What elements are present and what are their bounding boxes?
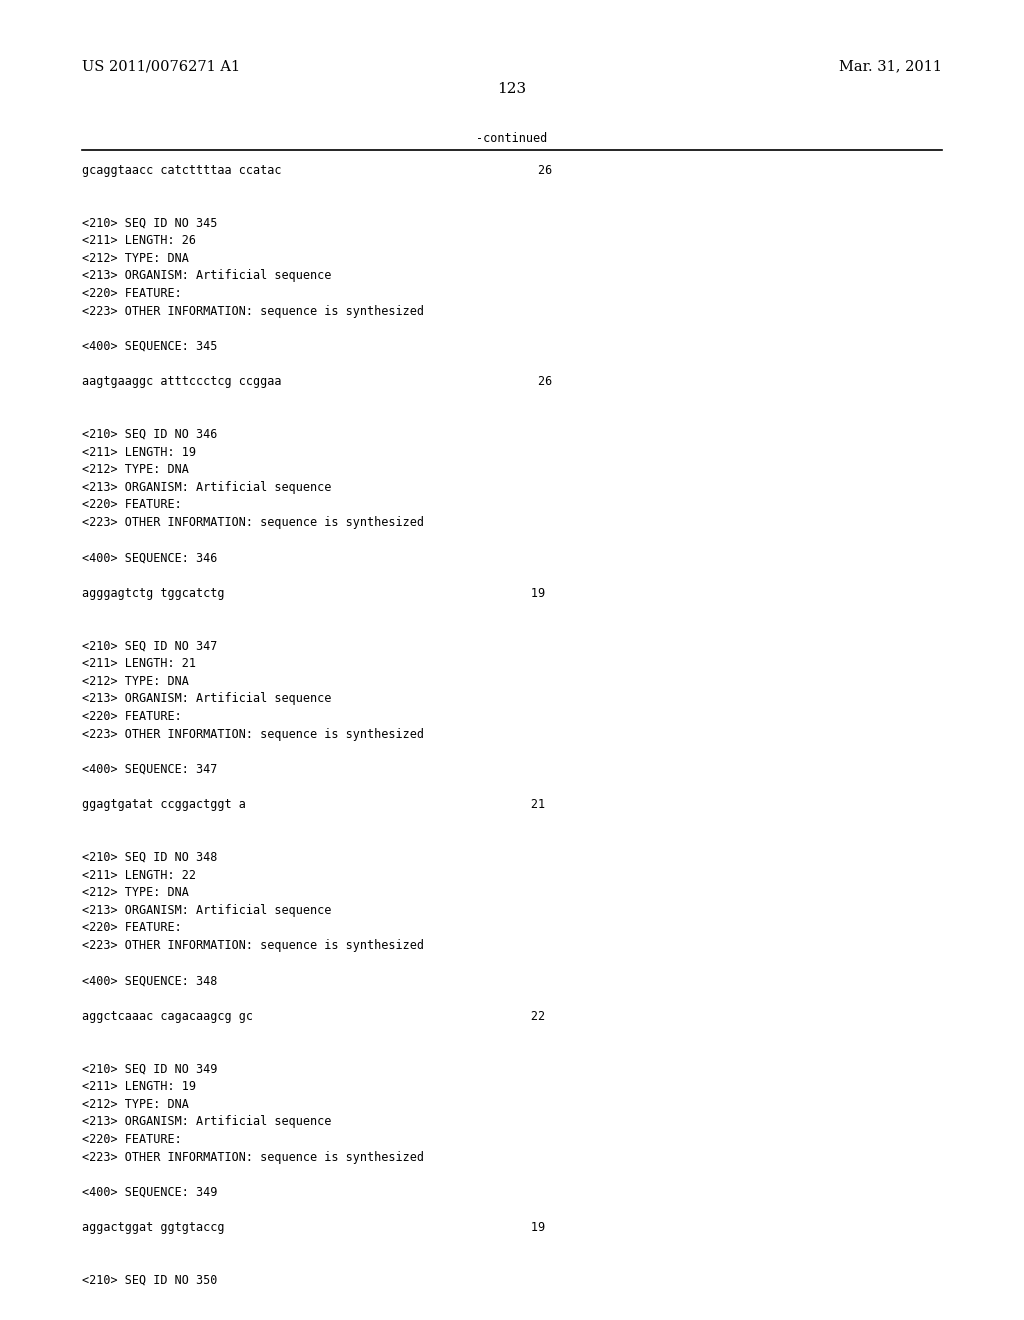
Text: US 2011/0076271 A1: US 2011/0076271 A1 (82, 59, 240, 74)
Text: <220> FEATURE:: <220> FEATURE: (82, 921, 181, 935)
Text: <210> SEQ ID NO 345: <210> SEQ ID NO 345 (82, 216, 217, 230)
Text: aggctcaaac cagacaagcg gc                                       22: aggctcaaac cagacaagcg gc 22 (82, 1010, 545, 1023)
Text: <220> FEATURE:: <220> FEATURE: (82, 1133, 181, 1146)
Text: <223> OTHER INFORMATION: sequence is synthesized: <223> OTHER INFORMATION: sequence is syn… (82, 516, 424, 529)
Text: <212> TYPE: DNA: <212> TYPE: DNA (82, 886, 188, 899)
Text: <400> SEQUENCE: 345: <400> SEQUENCE: 345 (82, 341, 217, 352)
Text: gcaggtaacc catcttttaa ccatac                                    26: gcaggtaacc catcttttaa ccatac 26 (82, 164, 552, 177)
Text: <211> LENGTH: 19: <211> LENGTH: 19 (82, 1080, 196, 1093)
Text: ggagtgatat ccggactggt a                                        21: ggagtgatat ccggactggt a 21 (82, 799, 545, 810)
Text: <400> SEQUENCE: 347: <400> SEQUENCE: 347 (82, 763, 217, 776)
Text: <213> ORGANISM: Artificial sequence: <213> ORGANISM: Artificial sequence (82, 480, 332, 494)
Text: <223> OTHER INFORMATION: sequence is synthesized: <223> OTHER INFORMATION: sequence is syn… (82, 939, 424, 952)
Text: Mar. 31, 2011: Mar. 31, 2011 (839, 59, 942, 74)
Text: <220> FEATURE:: <220> FEATURE: (82, 499, 181, 511)
Text: <213> ORGANISM: Artificial sequence: <213> ORGANISM: Artificial sequence (82, 1115, 332, 1129)
Text: <220> FEATURE:: <220> FEATURE: (82, 286, 181, 300)
Text: agggagtctg tggcatctg                                           19: agggagtctg tggcatctg 19 (82, 586, 545, 599)
Text: -continued: -continued (476, 132, 548, 145)
Text: <212> TYPE: DNA: <212> TYPE: DNA (82, 1098, 188, 1110)
Text: <220> FEATURE:: <220> FEATURE: (82, 710, 181, 723)
Text: <210> SEQ ID NO 350: <210> SEQ ID NO 350 (82, 1274, 217, 1287)
Text: <400> SEQUENCE: 349: <400> SEQUENCE: 349 (82, 1185, 217, 1199)
Text: <211> LENGTH: 19: <211> LENGTH: 19 (82, 446, 196, 458)
Text: <210> SEQ ID NO 346: <210> SEQ ID NO 346 (82, 428, 217, 441)
Text: <213> ORGANISM: Artificial sequence: <213> ORGANISM: Artificial sequence (82, 269, 332, 282)
Text: <400> SEQUENCE: 346: <400> SEQUENCE: 346 (82, 552, 217, 565)
Text: <211> LENGTH: 22: <211> LENGTH: 22 (82, 869, 196, 882)
Text: <210> SEQ ID NO 348: <210> SEQ ID NO 348 (82, 851, 217, 863)
Text: 123: 123 (498, 82, 526, 96)
Text: <210> SEQ ID NO 347: <210> SEQ ID NO 347 (82, 639, 217, 652)
Text: <211> LENGTH: 26: <211> LENGTH: 26 (82, 234, 196, 247)
Text: <223> OTHER INFORMATION: sequence is synthesized: <223> OTHER INFORMATION: sequence is syn… (82, 1151, 424, 1163)
Text: <213> ORGANISM: Artificial sequence: <213> ORGANISM: Artificial sequence (82, 904, 332, 917)
Text: <211> LENGTH: 21: <211> LENGTH: 21 (82, 657, 196, 671)
Text: <400> SEQUENCE: 348: <400> SEQUENCE: 348 (82, 974, 217, 987)
Text: <223> OTHER INFORMATION: sequence is synthesized: <223> OTHER INFORMATION: sequence is syn… (82, 305, 424, 318)
Text: aagtgaaggc atttccctcg ccggaa                                    26: aagtgaaggc atttccctcg ccggaa 26 (82, 375, 552, 388)
Text: <213> ORGANISM: Artificial sequence: <213> ORGANISM: Artificial sequence (82, 692, 332, 705)
Text: <210> SEQ ID NO 349: <210> SEQ ID NO 349 (82, 1063, 217, 1076)
Text: <212> TYPE: DNA: <212> TYPE: DNA (82, 675, 188, 688)
Text: <223> OTHER INFORMATION: sequence is synthesized: <223> OTHER INFORMATION: sequence is syn… (82, 727, 424, 741)
Text: <212> TYPE: DNA: <212> TYPE: DNA (82, 463, 188, 477)
Text: <212> TYPE: DNA: <212> TYPE: DNA (82, 252, 188, 265)
Text: aggactggat ggtgtaccg                                           19: aggactggat ggtgtaccg 19 (82, 1221, 545, 1234)
